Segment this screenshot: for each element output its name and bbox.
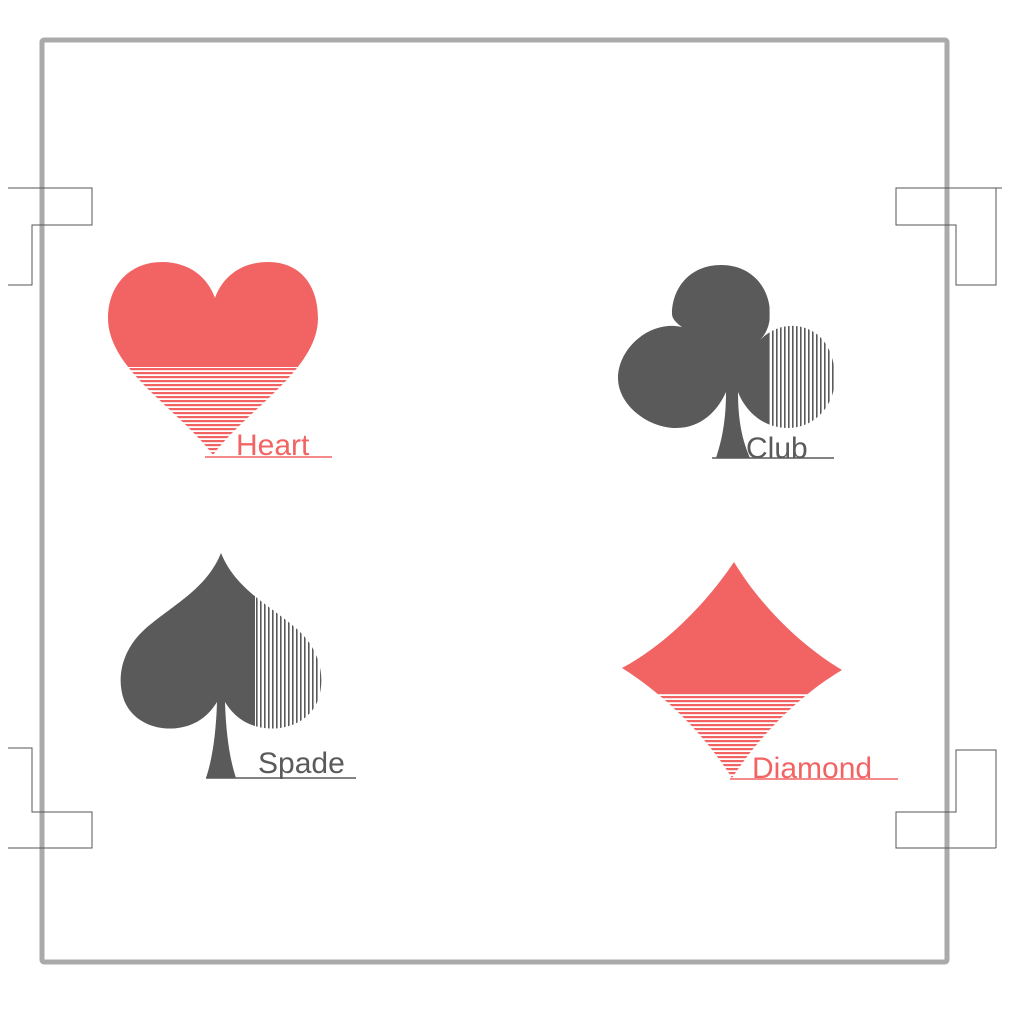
corner-mark-top-right — [895, 187, 1002, 286]
heart-suit: Heart — [108, 262, 332, 462]
club-label: Club — [746, 432, 808, 465]
corner-mark-top-left — [8, 187, 93, 286]
club-suit: Club — [618, 265, 835, 465]
diamond-icon — [622, 562, 842, 778]
heart-label: Heart — [236, 429, 310, 462]
corner-mark-bottom-left — [8, 747, 93, 849]
spade-suit: Spade — [120, 553, 356, 780]
diamond-label: Diamond — [752, 752, 872, 785]
card-frame — [39, 37, 950, 965]
corner-marks — [8, 187, 1002, 849]
diamond-suit: Diamond — [622, 562, 898, 785]
corner-mark-bottom-right — [895, 749, 997, 849]
spade-label: Spade — [258, 747, 345, 780]
